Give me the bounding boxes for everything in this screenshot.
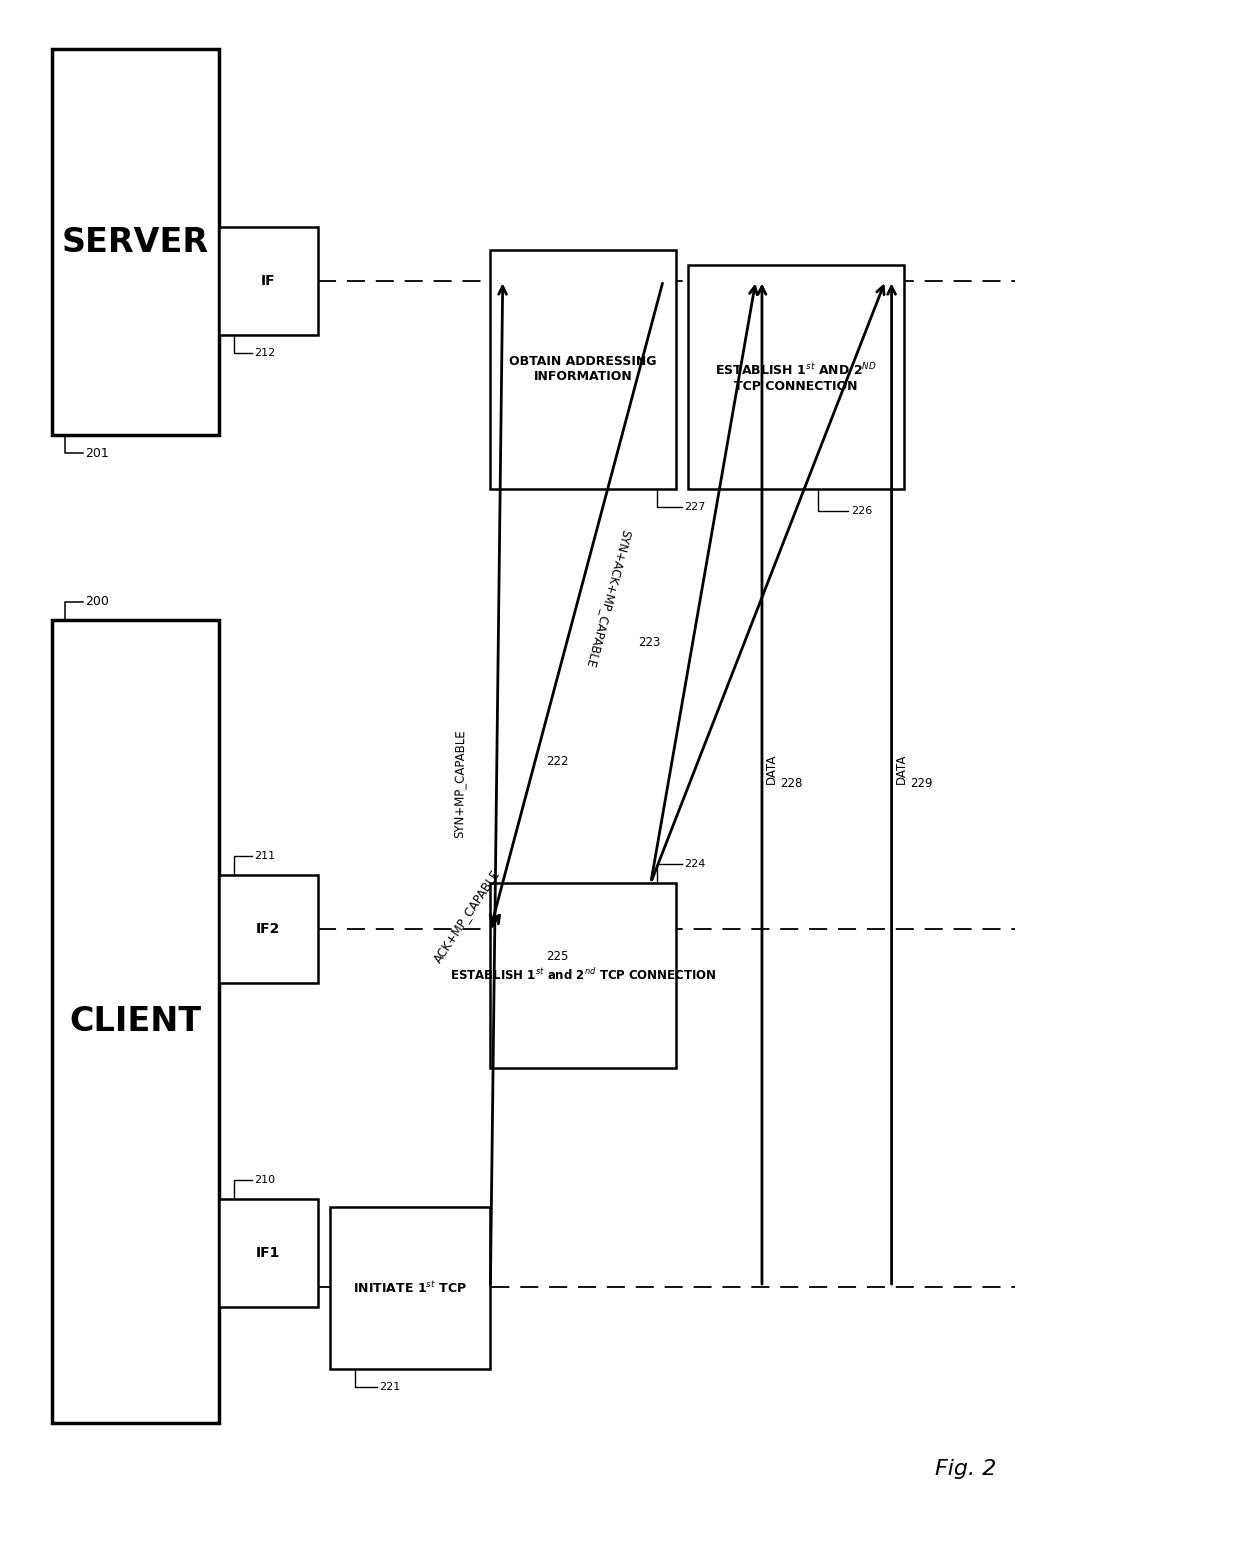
Text: 211: 211 xyxy=(254,852,275,861)
Text: SYN+ACK+MP_CAPABLE: SYN+ACK+MP_CAPABLE xyxy=(583,528,632,669)
Text: DATA: DATA xyxy=(765,753,779,784)
Text: OBTAIN ADDRESSING
INFORMATION: OBTAIN ADDRESSING INFORMATION xyxy=(510,355,657,383)
Bar xyxy=(490,249,676,489)
Bar xyxy=(490,883,676,1067)
Bar xyxy=(52,50,218,435)
Bar xyxy=(330,1207,490,1369)
Text: 229: 229 xyxy=(910,778,932,790)
Text: CLIENT: CLIENT xyxy=(69,1005,201,1038)
Text: 223: 223 xyxy=(639,635,661,649)
Text: IF1: IF1 xyxy=(255,1245,280,1259)
Text: 210: 210 xyxy=(254,1176,275,1185)
Text: SERVER: SERVER xyxy=(62,226,210,259)
Text: 225: 225 xyxy=(546,951,568,963)
Text: IF2: IF2 xyxy=(255,922,280,936)
Text: 201: 201 xyxy=(86,448,109,460)
Text: ESTABLISH 1$^{st}$ AND 2$^{ND}$
TCP CONNECTION: ESTABLISH 1$^{st}$ AND 2$^{ND}$ TCP CONN… xyxy=(715,361,877,393)
Text: 224: 224 xyxy=(684,860,706,869)
Text: Fig. 2: Fig. 2 xyxy=(935,1459,996,1479)
Text: 226: 226 xyxy=(851,505,872,516)
Text: 222: 222 xyxy=(546,756,568,768)
Text: 221: 221 xyxy=(379,1382,401,1393)
Text: 228: 228 xyxy=(780,778,802,790)
Text: ACK+MP_CAPABLE: ACK+MP_CAPABLE xyxy=(430,867,502,965)
Text: DATA: DATA xyxy=(895,753,908,784)
Text: IF: IF xyxy=(260,274,275,288)
Text: ESTABLISH 1$^{st}$ and 2$^{nd}$ TCP CONNECTION: ESTABLISH 1$^{st}$ and 2$^{nd}$ TCP CONN… xyxy=(450,967,717,984)
Text: INITIATE 1$^{st}$ TCP: INITIATE 1$^{st}$ TCP xyxy=(353,1279,467,1295)
Text: 200: 200 xyxy=(86,595,109,609)
Bar xyxy=(688,265,904,489)
Bar xyxy=(52,620,218,1422)
Bar xyxy=(218,226,317,335)
Bar xyxy=(218,1199,317,1307)
Bar xyxy=(218,875,317,984)
Text: SYN+MP_CAPABLE: SYN+MP_CAPABLE xyxy=(453,730,466,838)
Text: 227: 227 xyxy=(684,502,706,513)
Text: 212: 212 xyxy=(254,349,275,358)
